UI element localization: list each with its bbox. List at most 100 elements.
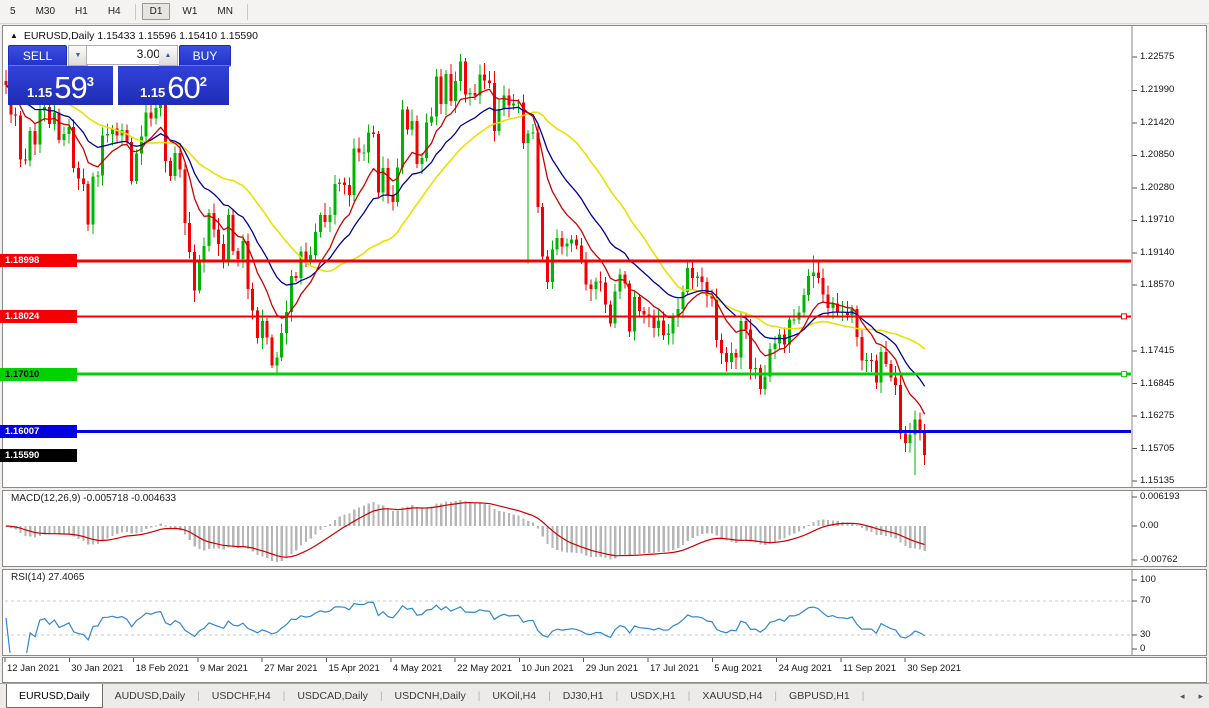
- chart-tab-AUDUSD-Daily[interactable]: AUDUSD,Daily: [114, 690, 186, 702]
- tabs-scroll-left-icon[interactable]: ◂: [1179, 690, 1185, 701]
- rsi-label: RSI(14) 27.4065: [11, 572, 84, 583]
- tab-separator: |: [282, 690, 286, 702]
- macd-panel[interactable]: MACD(12,26,9) -0.005718 -0.004633: [2, 490, 1207, 567]
- chart-info-line: ▲ EURUSD,Daily 1.15433 1.15596 1.15410 1…: [10, 30, 258, 42]
- date-axis-label: 24 Aug 2021: [778, 663, 832, 674]
- price-axis-label: 1.21990: [1140, 84, 1175, 96]
- ask-price-box[interactable]: 1.15 60 2: [118, 66, 229, 105]
- chart-tab-USDX-H1[interactable]: USDX,H1: [630, 690, 676, 702]
- timeframe-button-H4[interactable]: H4: [107, 6, 121, 17]
- bid-price-pips: 59: [54, 70, 87, 105]
- date-axis-label: 9 Mar 2021: [199, 663, 248, 674]
- date-axis-label: 29 Jun 2021: [585, 663, 638, 674]
- chart-tab-USDCNH-Daily[interactable]: USDCNH,Daily: [394, 690, 466, 702]
- tab-separator: |: [379, 690, 383, 702]
- tab-separator: |: [687, 690, 691, 702]
- rsi-axis-label: 100: [1140, 574, 1156, 585]
- rsi-axis-label: 0: [1140, 643, 1146, 654]
- date-axis-label: 15 Apr 2021: [328, 663, 380, 674]
- price-line-badge: 1.17010: [0, 367, 77, 381]
- tab-separator: |: [197, 690, 200, 702]
- price-axis-label: 1.22575: [1140, 51, 1175, 62]
- ask-price-prefix: 1.15: [139, 85, 166, 100]
- timeframe-button-MN[interactable]: MN: [217, 6, 233, 17]
- price-axis-label: 1.20280: [1140, 181, 1175, 193]
- price-axis-label: 1.17415: [1140, 345, 1175, 357]
- lots-decrease-button[interactable]: ▼: [68, 45, 88, 66]
- lots-input[interactable]: 3.00: [86, 45, 166, 65]
- price-line-badge: 1.18998: [0, 254, 77, 268]
- timeframe-button-5[interactable]: 5: [10, 6, 16, 17]
- timeframe-button-M30[interactable]: M30: [35, 6, 56, 17]
- date-axis-label: 11 Sep 2021: [842, 663, 897, 674]
- chart-tabs-bar: EURUSD,Daily AUDUSD,Daily | USDCHF,H4 | USDCA…: [0, 683, 1209, 708]
- tab-separator: |: [477, 690, 481, 702]
- spinner-up-icon: ▲: [164, 52, 172, 59]
- price-line-badge: 1.16007: [0, 424, 77, 438]
- chart-tab-XAUUSD-H4[interactable]: XAUUSD,H4: [702, 690, 763, 702]
- price-axis-label: 1.15705: [1140, 442, 1175, 454]
- macd-label: MACD(12,26,9) -0.005718 -0.004633: [11, 493, 176, 504]
- timeframe-toolbar: 5 M30 H1 H4 D1 W1 MN: [0, 0, 1209, 24]
- rsi-value: 27.4065: [48, 572, 85, 583]
- tab-separator: |: [548, 690, 551, 702]
- macd-axis-label: 0.00: [1140, 520, 1159, 531]
- ask-price-pips: 60: [167, 70, 200, 105]
- chart-tab-USDCHF-H4[interactable]: USDCHF,H4: [211, 690, 271, 702]
- date-axis-label: 22 May 2021: [457, 663, 513, 674]
- bid-price-prefix: 1.15: [26, 85, 53, 100]
- toolbar-separator: [134, 3, 136, 20]
- date-axis-label: 4 May 2021: [392, 663, 443, 674]
- price-axis-label: 1.21420: [1140, 116, 1175, 128]
- macd-axis-label: 0.006193: [1140, 491, 1180, 502]
- chart-tab-USDCAD-Daily[interactable]: USDCAD,Daily: [297, 690, 368, 702]
- date-axis-label: 10 Jun 2021: [521, 663, 574, 674]
- price-axis-label: 1.15135: [1140, 475, 1175, 486]
- date-axis-label: 30 Jan 2021: [71, 663, 124, 674]
- rsi-panel[interactable]: RSI(14) 27.4065: [2, 569, 1207, 656]
- timeframe-button-H1[interactable]: H1: [75, 6, 88, 17]
- tab-separator: |: [861, 690, 865, 702]
- bid-price-box[interactable]: 1.15 59 3: [8, 66, 113, 105]
- timeframe-button-W1[interactable]: W1: [182, 6, 198, 17]
- toolbar-separator: [246, 3, 248, 20]
- buy-button[interactable]: BUY: [179, 45, 231, 67]
- current-price-badge: 1.15590: [0, 448, 77, 462]
- macd-values: -0.005718 -0.004633: [83, 493, 177, 504]
- tab-separator: |: [774, 690, 778, 702]
- ohlc-values: 1.15433 1.15596 1.15410 1.15590: [97, 30, 258, 42]
- chart-tab-DJ30-H1[interactable]: DJ30,H1: [562, 690, 604, 702]
- macd-axis-label: -0.00762: [1140, 554, 1178, 565]
- spinner-down-icon: ▼: [74, 52, 82, 59]
- date-axis-label: 5 Aug 2021: [714, 663, 763, 674]
- rsi-axis-label: 30: [1140, 629, 1151, 640]
- time-axis[interactable]: [2, 657, 1207, 683]
- tabs-scroll-right-icon[interactable]: ▸: [1198, 690, 1203, 701]
- timeframe-button-D1[interactable]: D1: [141, 3, 171, 20]
- lots-increase-button[interactable]: ▲: [159, 45, 178, 66]
- one-click-trading-panel: SELL ▼ 3.00 ▲ BUY 1.15 59 3 1.15 60 2: [8, 45, 231, 105]
- date-axis-label: 18 Feb 2021: [135, 663, 189, 674]
- tab-separator: |: [615, 690, 619, 702]
- rsi-name: RSI(14): [11, 572, 46, 583]
- date-axis-label: 27 Mar 2021: [264, 663, 318, 674]
- symbol-period: EURUSD,Daily: [23, 30, 95, 42]
- chart-tab-GBPUSD-H1[interactable]: GBPUSD,H1: [789, 690, 850, 702]
- price-line-badge: 1.18024: [0, 309, 77, 323]
- price-axis-label: 1.16845: [1140, 377, 1175, 389]
- price-axis-label: 1.19140: [1140, 246, 1175, 258]
- price-axis-label: 1.19710: [1140, 214, 1175, 226]
- price-axis-label: 1.20850: [1140, 149, 1175, 161]
- date-axis-label: 30 Sep 2021: [907, 663, 962, 674]
- price-axis-label: 1.16275: [1140, 410, 1175, 422]
- macd-name: MACD(12,26,9): [11, 493, 81, 504]
- chart-expand-icon[interactable]: ▲: [10, 31, 18, 40]
- rsi-axis-label: 70: [1140, 595, 1151, 606]
- chart-tab-EURUSD-Daily[interactable]: EURUSD,Daily: [6, 684, 103, 708]
- bid-price-point: 3: [86, 74, 95, 89]
- ask-price-point: 2: [199, 74, 208, 89]
- date-axis-label: 17 Jul 2021: [650, 663, 700, 674]
- chart-tab-UKOil-H4[interactable]: UKOil,H4: [492, 690, 537, 702]
- sell-button[interactable]: SELL: [8, 45, 67, 67]
- price-axis-label: 1.18570: [1140, 279, 1175, 291]
